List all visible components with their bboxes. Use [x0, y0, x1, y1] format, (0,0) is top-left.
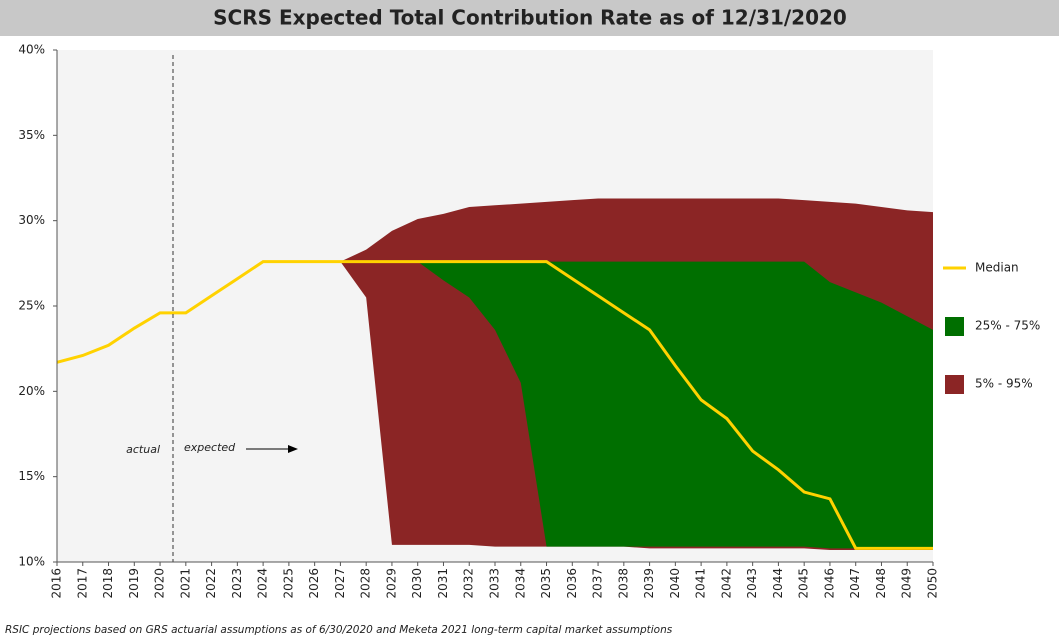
legend-swatch [945, 317, 964, 336]
x-tick-label: 2044 [771, 568, 785, 599]
y-tick-label: 15% [18, 469, 45, 483]
x-tick-label: 2016 [50, 568, 64, 599]
legend-label: Median [975, 261, 1019, 275]
x-tick-label: 2042 [719, 568, 733, 599]
x-tick-label: 2043 [745, 568, 759, 599]
x-tick-label: 2029 [384, 568, 398, 599]
x-tick-label: 2048 [874, 568, 888, 599]
x-tick-label: 2033 [488, 568, 502, 599]
x-tick-label: 2023 [230, 568, 244, 599]
x-tick-label: 2047 [848, 568, 862, 599]
title-bar [0, 0, 1059, 36]
arrow-head [288, 445, 298, 453]
x-tick-label: 2032 [462, 568, 476, 599]
x-tick-label: 2020 [153, 568, 167, 599]
legend-label: 5% - 95% [975, 377, 1033, 391]
chart-title: SCRS Expected Total Contribution Rate as… [213, 6, 847, 30]
x-tick-label: 2024 [256, 568, 270, 599]
x-tick-label: 2035 [539, 568, 553, 599]
annotation: actual [126, 443, 160, 456]
x-tick-label: 2017 [75, 568, 89, 599]
x-tick-label: 2025 [281, 568, 295, 599]
x-tick-label: 2040 [668, 568, 682, 599]
y-tick-label: 20% [18, 384, 45, 398]
legend-label: 25% - 75% [975, 319, 1040, 333]
x-tick-label: 2039 [642, 568, 656, 599]
x-tick-label: 2038 [616, 568, 630, 599]
x-tick-label: 2028 [359, 568, 373, 599]
y-tick-label: 40% [18, 43, 45, 57]
x-tick-label: 2022 [204, 568, 218, 599]
y-tick-label: 10% [18, 555, 45, 569]
median-line [56, 260, 933, 550]
x-tick-label: 2046 [822, 568, 836, 599]
x-tick-label: 2027 [333, 568, 347, 599]
x-tick-label: 2018 [101, 568, 115, 599]
x-tick-label: 2034 [513, 568, 527, 599]
x-tick-label: 2045 [797, 568, 811, 599]
x-tick-label: 2026 [307, 568, 321, 599]
footnote: RSIC projections based on GRS actuarial … [5, 624, 673, 636]
x-tick-label: 2021 [178, 568, 192, 599]
x-tick-label: 2036 [565, 568, 579, 599]
annotation: expected [184, 441, 236, 454]
y-tick-label: 25% [18, 299, 45, 313]
x-tick-label: 2019 [127, 568, 141, 599]
x-tick-label: 2041 [694, 568, 708, 599]
x-tick-label: 2031 [436, 568, 450, 599]
x-tick-label: 2037 [591, 568, 605, 599]
band [417, 261, 933, 549]
x-tick-label: 2030 [410, 568, 424, 599]
y-tick-label: 30% [18, 213, 45, 227]
x-tick-label: 2050 [926, 568, 940, 599]
legend-swatch [945, 375, 964, 394]
x-tick-label: 2049 [900, 568, 914, 599]
y-tick-label: 35% [18, 128, 45, 142]
